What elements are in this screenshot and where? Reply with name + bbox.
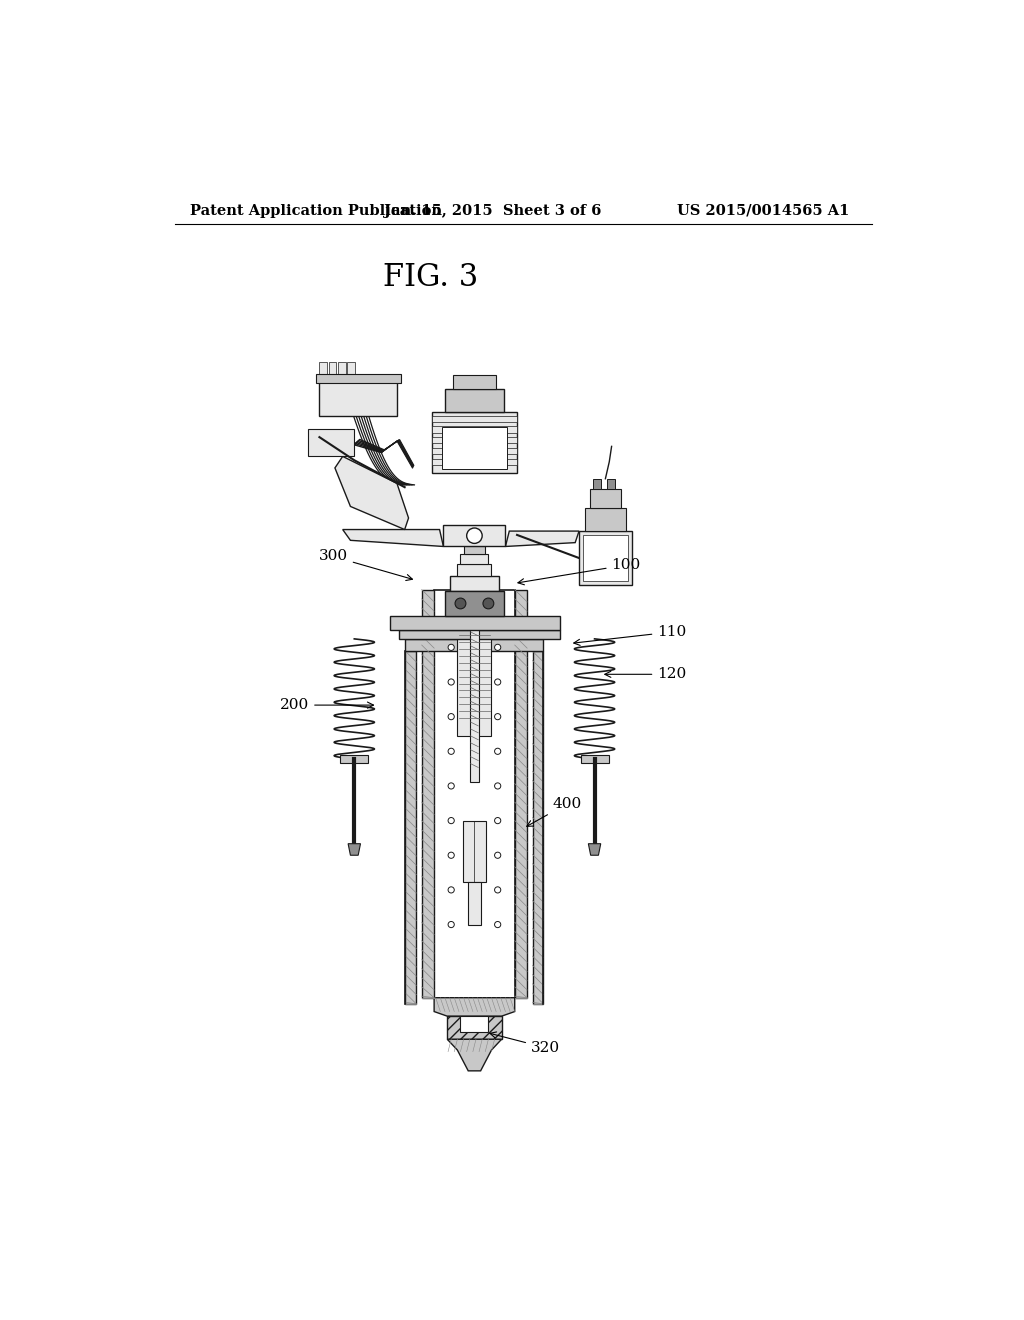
Bar <box>458 597 492 737</box>
Circle shape <box>449 853 455 858</box>
Bar <box>461 1016 488 1032</box>
Bar <box>468 882 480 924</box>
Bar <box>319 363 328 381</box>
Polygon shape <box>515 590 527 998</box>
Bar <box>443 525 506 546</box>
Circle shape <box>449 610 455 615</box>
Circle shape <box>449 887 455 892</box>
Bar <box>432 447 517 454</box>
Polygon shape <box>348 843 360 855</box>
Bar <box>442 428 507 470</box>
Circle shape <box>495 783 501 789</box>
Bar <box>450 576 500 591</box>
Bar <box>432 437 517 444</box>
Bar <box>453 375 496 388</box>
Bar <box>434 590 515 998</box>
Bar <box>590 488 621 508</box>
Bar <box>586 508 626 531</box>
Circle shape <box>495 678 501 685</box>
Circle shape <box>449 714 455 719</box>
Polygon shape <box>532 651 544 1003</box>
Bar <box>464 546 485 554</box>
Bar <box>432 459 517 465</box>
Bar <box>579 531 632 585</box>
Polygon shape <box>447 1039 502 1071</box>
Text: 400: 400 <box>526 797 582 826</box>
Bar <box>593 479 601 488</box>
Bar <box>347 363 355 381</box>
Bar <box>329 363 337 381</box>
Circle shape <box>495 644 501 651</box>
Bar <box>340 755 369 763</box>
Circle shape <box>449 817 455 824</box>
Polygon shape <box>406 651 417 1003</box>
Circle shape <box>467 528 482 544</box>
Circle shape <box>495 748 501 755</box>
Bar <box>447 1016 502 1039</box>
Circle shape <box>495 921 501 928</box>
Circle shape <box>495 887 501 892</box>
Polygon shape <box>434 998 515 1016</box>
Bar <box>432 412 517 474</box>
Bar <box>445 591 504 615</box>
Polygon shape <box>589 843 601 855</box>
Text: 120: 120 <box>605 668 686 681</box>
Bar <box>463 821 486 882</box>
Bar <box>583 535 628 581</box>
Circle shape <box>495 817 501 824</box>
Circle shape <box>495 853 501 858</box>
Bar <box>461 554 488 564</box>
Bar <box>581 755 608 763</box>
Bar <box>432 426 517 433</box>
Text: Jan. 15, 2015  Sheet 3 of 6: Jan. 15, 2015 Sheet 3 of 6 <box>384 203 601 218</box>
Polygon shape <box>335 457 409 529</box>
Text: US 2015/0014565 A1: US 2015/0014565 A1 <box>677 203 850 218</box>
Circle shape <box>483 598 494 609</box>
Text: FIG. 3: FIG. 3 <box>383 263 478 293</box>
Text: 320: 320 <box>489 1032 560 1055</box>
Bar <box>399 630 560 639</box>
Text: 110: 110 <box>573 624 686 645</box>
Bar <box>607 479 614 488</box>
Circle shape <box>449 644 455 651</box>
Circle shape <box>449 748 455 755</box>
Bar <box>458 564 492 576</box>
Circle shape <box>455 598 466 609</box>
Text: 200: 200 <box>280 698 374 711</box>
Bar <box>432 416 517 422</box>
Bar <box>338 363 346 381</box>
Circle shape <box>449 783 455 789</box>
Bar <box>406 639 544 651</box>
Text: Patent Application Publication: Patent Application Publication <box>190 203 442 218</box>
Circle shape <box>449 921 455 928</box>
Bar <box>319 378 397 416</box>
Text: 100: 100 <box>518 558 641 585</box>
Bar <box>470 628 479 781</box>
Text: 300: 300 <box>318 549 413 581</box>
Bar <box>445 388 504 412</box>
Circle shape <box>495 610 501 615</box>
Polygon shape <box>422 590 434 998</box>
Polygon shape <box>343 529 443 546</box>
Bar <box>390 615 560 630</box>
Bar <box>315 374 400 383</box>
Circle shape <box>449 678 455 685</box>
Bar <box>308 429 354 457</box>
Circle shape <box>495 714 501 719</box>
Polygon shape <box>506 531 579 546</box>
